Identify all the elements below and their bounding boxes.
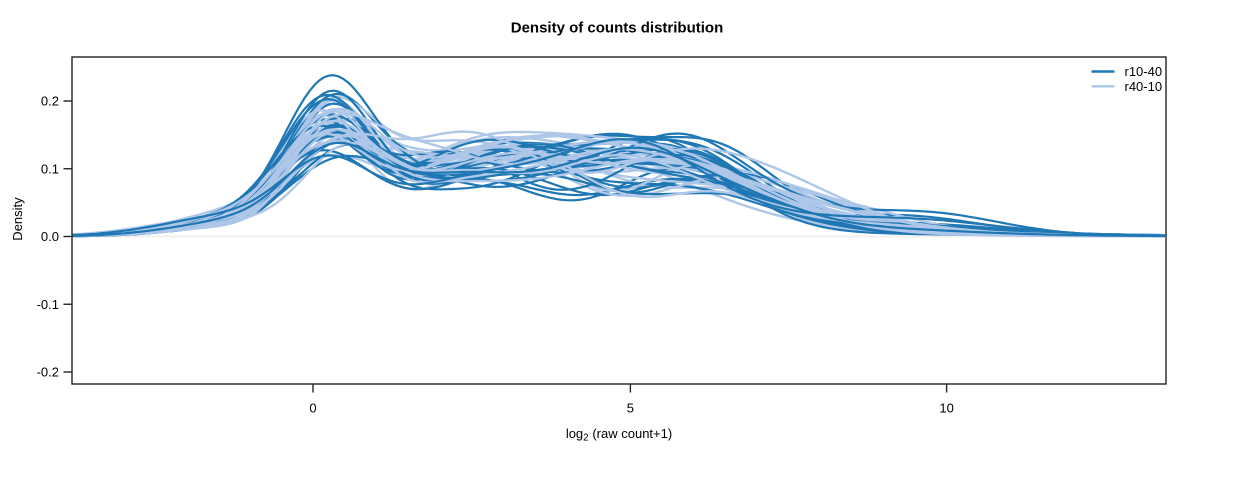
svg-text:r40-10: r40-10	[1125, 79, 1163, 94]
svg-text:-0.1: -0.1	[37, 297, 59, 312]
svg-text:0.1: 0.1	[41, 161, 59, 176]
svg-text:Density: Density	[10, 197, 25, 241]
svg-text:-0.2: -0.2	[37, 365, 59, 380]
svg-text:5: 5	[627, 401, 634, 416]
svg-text:r10-40: r10-40	[1125, 64, 1163, 79]
svg-text:log2 (raw count+1): log2 (raw count+1)	[566, 426, 672, 444]
svg-text:0.2: 0.2	[41, 94, 59, 109]
svg-text:Density of counts distribution: Density of counts distribution	[511, 20, 724, 37]
svg-text:0.0: 0.0	[41, 229, 59, 244]
svg-text:10: 10	[939, 401, 953, 416]
svg-text:0: 0	[309, 401, 316, 416]
